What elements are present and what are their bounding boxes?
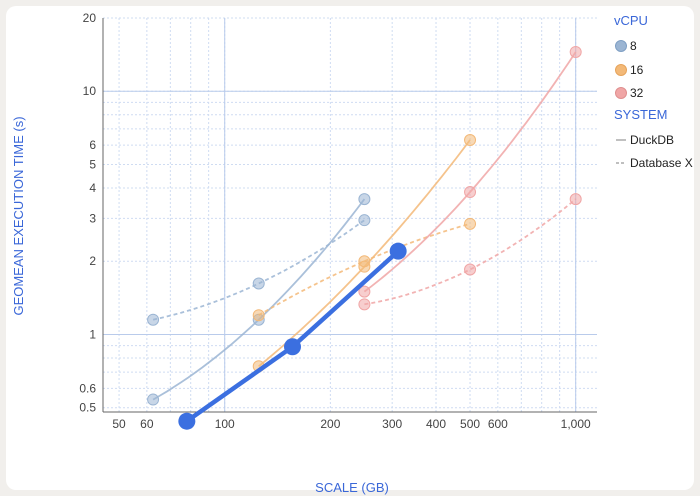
axes — [102, 18, 597, 413]
legend-label-8: 8 — [630, 39, 637, 53]
series-32-duckdb-point — [358, 285, 371, 298]
x-tick-label: 500 — [460, 417, 480, 431]
grid-lines — [103, 17, 597, 412]
chart-card — [6, 6, 694, 490]
legend-label-database-x: Database X — [630, 156, 693, 170]
series-16-database-x-point — [358, 255, 371, 268]
y-tick-label: 0.6 — [79, 381, 96, 395]
legend-system-title: SYSTEM — [614, 107, 667, 122]
series-32-database-x-point — [358, 298, 371, 311]
y-tick-label: 0.5 — [79, 401, 96, 415]
y-tick-label: 3 — [89, 211, 96, 225]
y-tick-label: 6 — [89, 138, 96, 152]
legend-swatch-32 — [615, 87, 627, 99]
series-32-database-x-line — [364, 198, 577, 306]
highlight-series-point — [389, 242, 407, 260]
legend-label-duckdb: DuckDB — [630, 133, 674, 147]
y-tick-label: 1 — [89, 327, 96, 341]
x-tick-label: 400 — [426, 417, 446, 431]
series-8-database-x-point — [252, 277, 265, 290]
y-tick-label: 4 — [89, 181, 96, 195]
series-8-database-x-line — [152, 219, 365, 321]
series-8-database-x-point — [358, 214, 371, 227]
legend-label-16: 16 — [630, 63, 644, 77]
series-8-database-x-point — [147, 313, 160, 326]
y-tick-label: 5 — [89, 157, 96, 171]
x-axis-title: SCALE (GB) — [315, 480, 389, 495]
x-tick-label: 50 — [112, 417, 126, 431]
series-32-duckdb-point — [464, 186, 477, 199]
y-tick-label: 10 — [83, 84, 97, 98]
series-16-duckdb-line — [258, 139, 471, 367]
series-8-duckdb-point — [147, 393, 160, 406]
series-32-database-x-point — [464, 263, 477, 276]
x-tick-label: 60 — [140, 417, 154, 431]
y-axis-title: GEOMEAN EXECUTION TIME (s) — [11, 116, 26, 315]
highlight-series-point — [283, 338, 301, 356]
series-16-database-x-point — [252, 309, 265, 322]
series-8-duckdb-point — [358, 193, 371, 206]
y-tick-label: 2 — [89, 254, 96, 268]
series-16-duckdb-point — [464, 134, 477, 147]
series-16-database-x-point — [464, 217, 477, 230]
x-tick-label: 1,000 — [561, 417, 591, 431]
legend-label-32: 32 — [630, 86, 644, 100]
highlight-layer — [178, 242, 407, 430]
x-tick-label: 600 — [488, 417, 508, 431]
y-tick-label: 20 — [83, 11, 97, 25]
series-layer — [147, 45, 582, 406]
x-tick-label: 100 — [215, 417, 235, 431]
legend-vcpu-title: vCPU — [614, 13, 648, 28]
x-tick-label: 300 — [382, 417, 402, 431]
highlight-series-point — [178, 412, 196, 430]
legend-swatch-8 — [615, 40, 627, 52]
x-tick-label: 200 — [320, 417, 340, 431]
legend: vCPU 8 16 32 SYSTEM DuckDB Database X — [614, 13, 693, 170]
series-32-duckdb-point — [569, 45, 582, 58]
tick-labels: 50 60 100 200 300 400 500 600 1,000 0.5 0.6 1 2 3 4 5 6 1… — [79, 11, 591, 431]
legend-swatch-16 — [615, 64, 627, 76]
series-32-database-x-point — [569, 193, 582, 206]
